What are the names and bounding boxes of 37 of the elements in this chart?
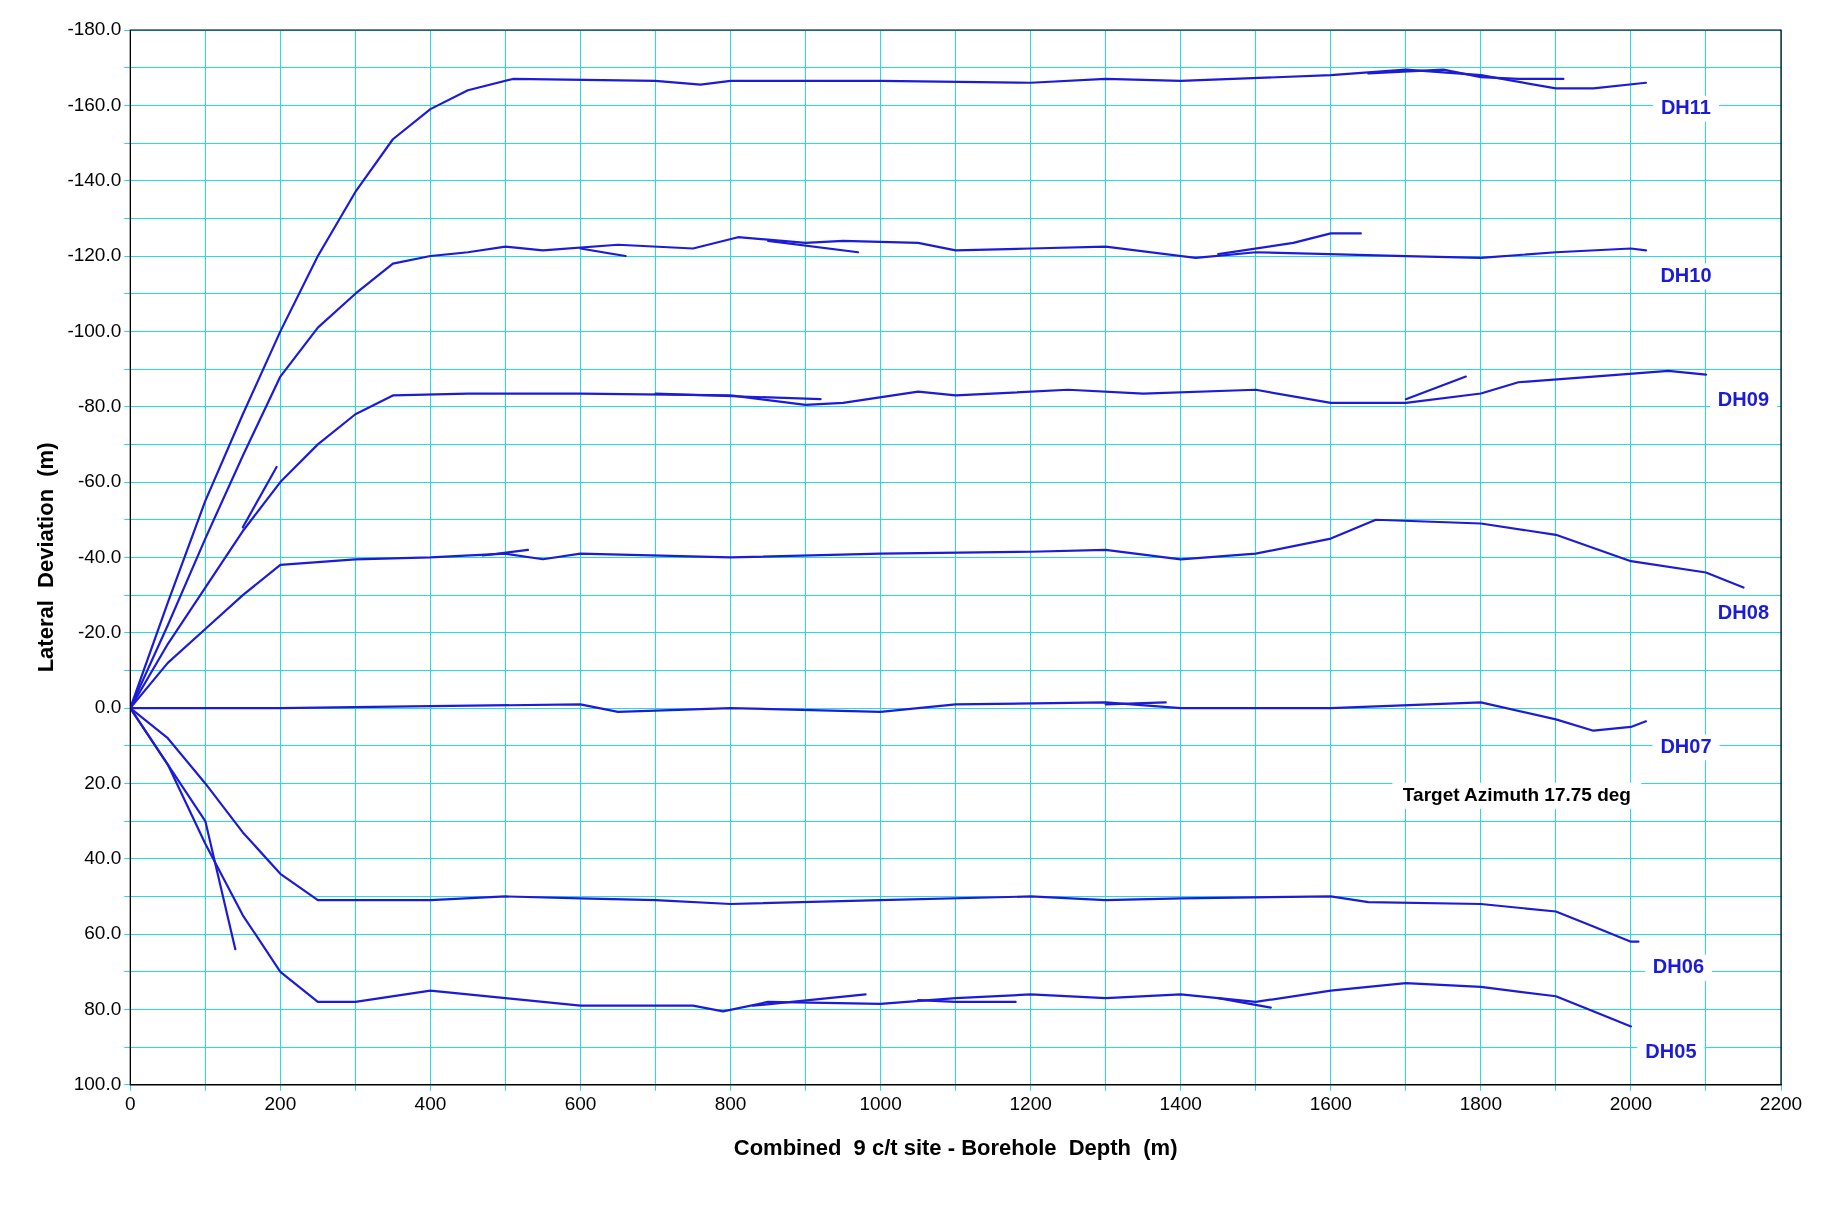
- y-tick-label: -120.0: [67, 244, 122, 266]
- x-tick-label: 2000: [1609, 1093, 1653, 1115]
- x-tick-label: 1800: [1459, 1093, 1503, 1115]
- y-tick-label: 100.0: [73, 1073, 122, 1095]
- series-label: DH10: [1660, 263, 1712, 286]
- y-tick-label: -40.0: [77, 545, 122, 567]
- x-tick-label: 0: [124, 1093, 136, 1115]
- y-tick-label: -100.0: [67, 319, 122, 341]
- y-tick-label: 60.0: [84, 922, 122, 944]
- x-axis-title: Combined 9 c/t site - Borehole Depth (m): [733, 1134, 1178, 1160]
- x-tick-label: 1600: [1309, 1093, 1352, 1115]
- series-label: DH06: [1652, 955, 1705, 978]
- x-tick-label: 2200: [1759, 1093, 1803, 1115]
- x-tick-label: 1400: [1159, 1093, 1202, 1115]
- annotation: Target Azimuth 17.75 deg: [1402, 784, 1631, 806]
- y-tick-label: 80.0: [84, 997, 122, 1019]
- series-label: DH09: [1717, 388, 1769, 411]
- series-label: DH07: [1660, 734, 1712, 757]
- y-tick-label: 20.0: [84, 771, 122, 793]
- x-tick-label: 400: [414, 1093, 447, 1115]
- y-tick-label: -80.0: [77, 394, 122, 416]
- series-label: DH08: [1717, 601, 1769, 624]
- x-tick-label: 1200: [1009, 1093, 1052, 1115]
- x-tick-label: 800: [714, 1093, 747, 1115]
- x-tick-label: 600: [564, 1093, 597, 1115]
- y-axis-title: Lateral Deviation (m): [33, 442, 59, 673]
- y-tick-label: 0.0: [94, 696, 122, 718]
- y-tick-label: 40.0: [84, 847, 122, 869]
- y-tick-label: -140.0: [67, 168, 122, 190]
- series-label: DH11: [1660, 96, 1711, 119]
- x-tick-label: 200: [264, 1093, 297, 1115]
- x-tick-label: 1000: [859, 1093, 902, 1115]
- y-tick-label: -60.0: [77, 470, 122, 492]
- y-tick-label: -180.0: [67, 18, 122, 40]
- y-tick-label: -160.0: [67, 93, 122, 115]
- y-tick-label: -20.0: [77, 620, 122, 642]
- series-label: DH05: [1645, 1039, 1697, 1062]
